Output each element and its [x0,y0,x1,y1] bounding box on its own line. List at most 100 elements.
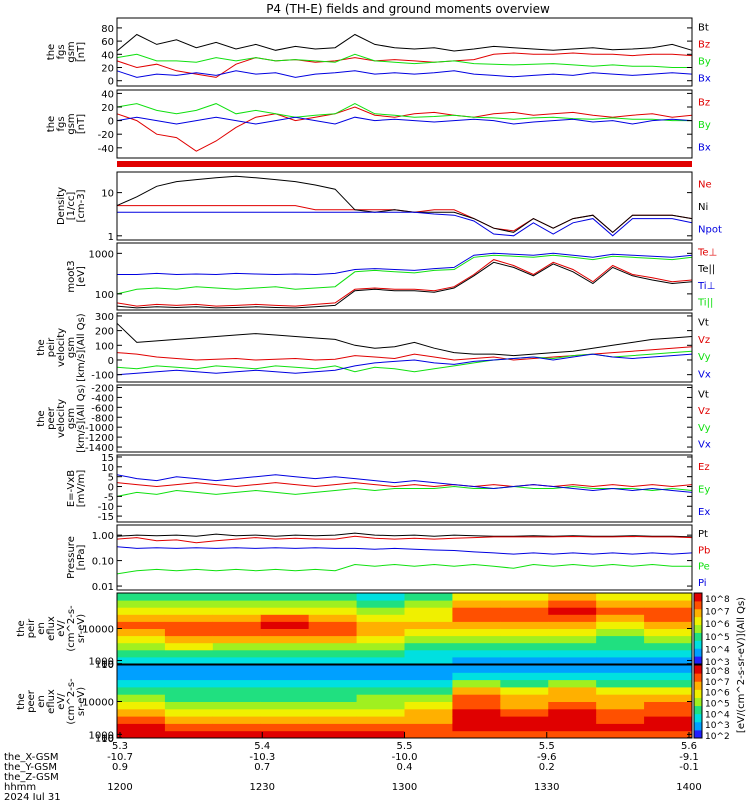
heatmap-cell [117,593,166,601]
colorbar-tick: 10^3 [705,658,730,668]
heatmap-cell [596,708,645,717]
heatmap-cell [644,607,693,615]
heatmap-cell [500,607,549,615]
heatmap-cell [596,716,645,724]
colorbar-cell [694,689,702,698]
colorbar-tick: 10^2 [705,732,730,742]
legend-entry: Te|| [697,264,715,275]
heatmap-cell [452,686,501,695]
series-line-Pb [116,535,693,544]
heatmap-cell [117,672,166,681]
legend-entry: Ey [698,485,710,496]
heatmap-cell [260,621,310,629]
heatmap-cell [548,614,597,622]
heatmap-cell [308,730,358,739]
y-axis-label: [nT] [76,42,87,62]
heatmap-cell [500,593,549,601]
date-label: 2024 Jul 31 [4,792,61,800]
y-axis-label: sr-eV) [76,687,87,716]
colorbar-cell [694,640,702,649]
heatmap-cell [212,635,262,644]
heatmap-cell [212,665,262,673]
series-line-Bz [116,52,693,78]
heatmap-cell [644,600,693,608]
heatmap-cell [260,607,310,615]
legend-entry: Ex [698,507,710,518]
legend-entry: By [698,120,711,131]
heatmap-cell [452,621,501,629]
heatmap-cell [596,607,645,615]
legend-entry: Pb [698,545,710,556]
heatmap-cell [548,665,597,673]
series-line-Ti⊥ [117,252,693,276]
y-tick-label: 1000 [89,656,114,667]
legend-entry: Vz [698,335,710,346]
heatmap-cell [404,628,453,637]
colorbars: 10^810^710^610^510^410^310^810^710^610^5… [693,592,747,742]
series-line-Vt [116,322,693,357]
x-row-value: -10.0 [392,752,418,763]
heatmap-cell [644,730,693,739]
heatmap-cell [308,635,358,644]
heatmap-cell [356,607,405,615]
heatmap-cell [404,621,453,629]
colorbar-cell [694,673,702,682]
heatmap-cell [164,701,214,710]
colorbar-tick: 10^8 [705,595,730,605]
heatmap-cell [260,716,310,724]
heatmap-cell [356,723,405,732]
heatmap-cell [452,642,501,651]
colorbar-label: [eV/(cm^2-s-sr-eV)](All Qs) [736,597,747,733]
y-axis-label: peer [46,406,57,430]
y-tick-label: 10000 [82,625,114,636]
heatmap-cell [356,628,405,637]
y-axis-label: [nPa] [76,544,87,570]
x-row-label: the_Y-GSM [4,762,57,773]
heatmap-cell [356,686,405,695]
y-axis-label: eV/ [56,693,67,710]
panel-frame [116,524,693,591]
heatmap-cell [260,628,310,637]
heatmap-cell [212,649,262,658]
y-axis-label: gsm [66,41,77,62]
y-axis-label: peir [26,618,37,638]
y-tick-label: 1.00 [92,531,114,542]
heatmap-cell [212,679,262,688]
y-tick-label: 10 [101,463,114,474]
heatmap-cell [500,621,549,629]
colorbar-tick: 10^6 [705,620,730,630]
heatmap-cell [404,701,453,710]
heatmap-cell [500,614,549,622]
heatmap-cell [644,694,693,702]
heatmap-cell [356,656,405,665]
heatmap-cell [452,716,501,724]
heatmap-cell [212,708,262,717]
y-tick-label: 100 [95,734,114,745]
heatmap-cell [117,701,166,710]
heatmap-cell [260,679,310,688]
heatmap-cell [308,672,358,681]
heatmap-cell [117,600,166,608]
heatmap-cell [500,649,549,658]
y-tick-label: 0 [108,117,114,128]
heatmap-cell [260,701,310,710]
x-row-value: 1330 [534,782,559,793]
legend-entry: Vx [698,369,711,380]
heatmap-cell [644,679,693,688]
colorbar-cell [694,600,702,610]
legend-entry: Vz [698,406,710,417]
colorbar-tick: 10^6 [705,689,730,699]
heatmap-cell [404,635,453,644]
y-tick-label: 200 [95,327,114,338]
y-axis-label: en [36,695,47,708]
panel-frame [116,454,693,523]
heatmap-cell [260,600,310,608]
heatmap-cell [404,642,453,651]
legend-entry: Bt [698,23,709,34]
series-line-Pe [116,563,692,575]
heatmap-cell [164,686,214,695]
colorbar-cell [694,729,702,739]
y-axis-label: [nT] [76,114,87,134]
heatmap-cell [548,730,597,739]
